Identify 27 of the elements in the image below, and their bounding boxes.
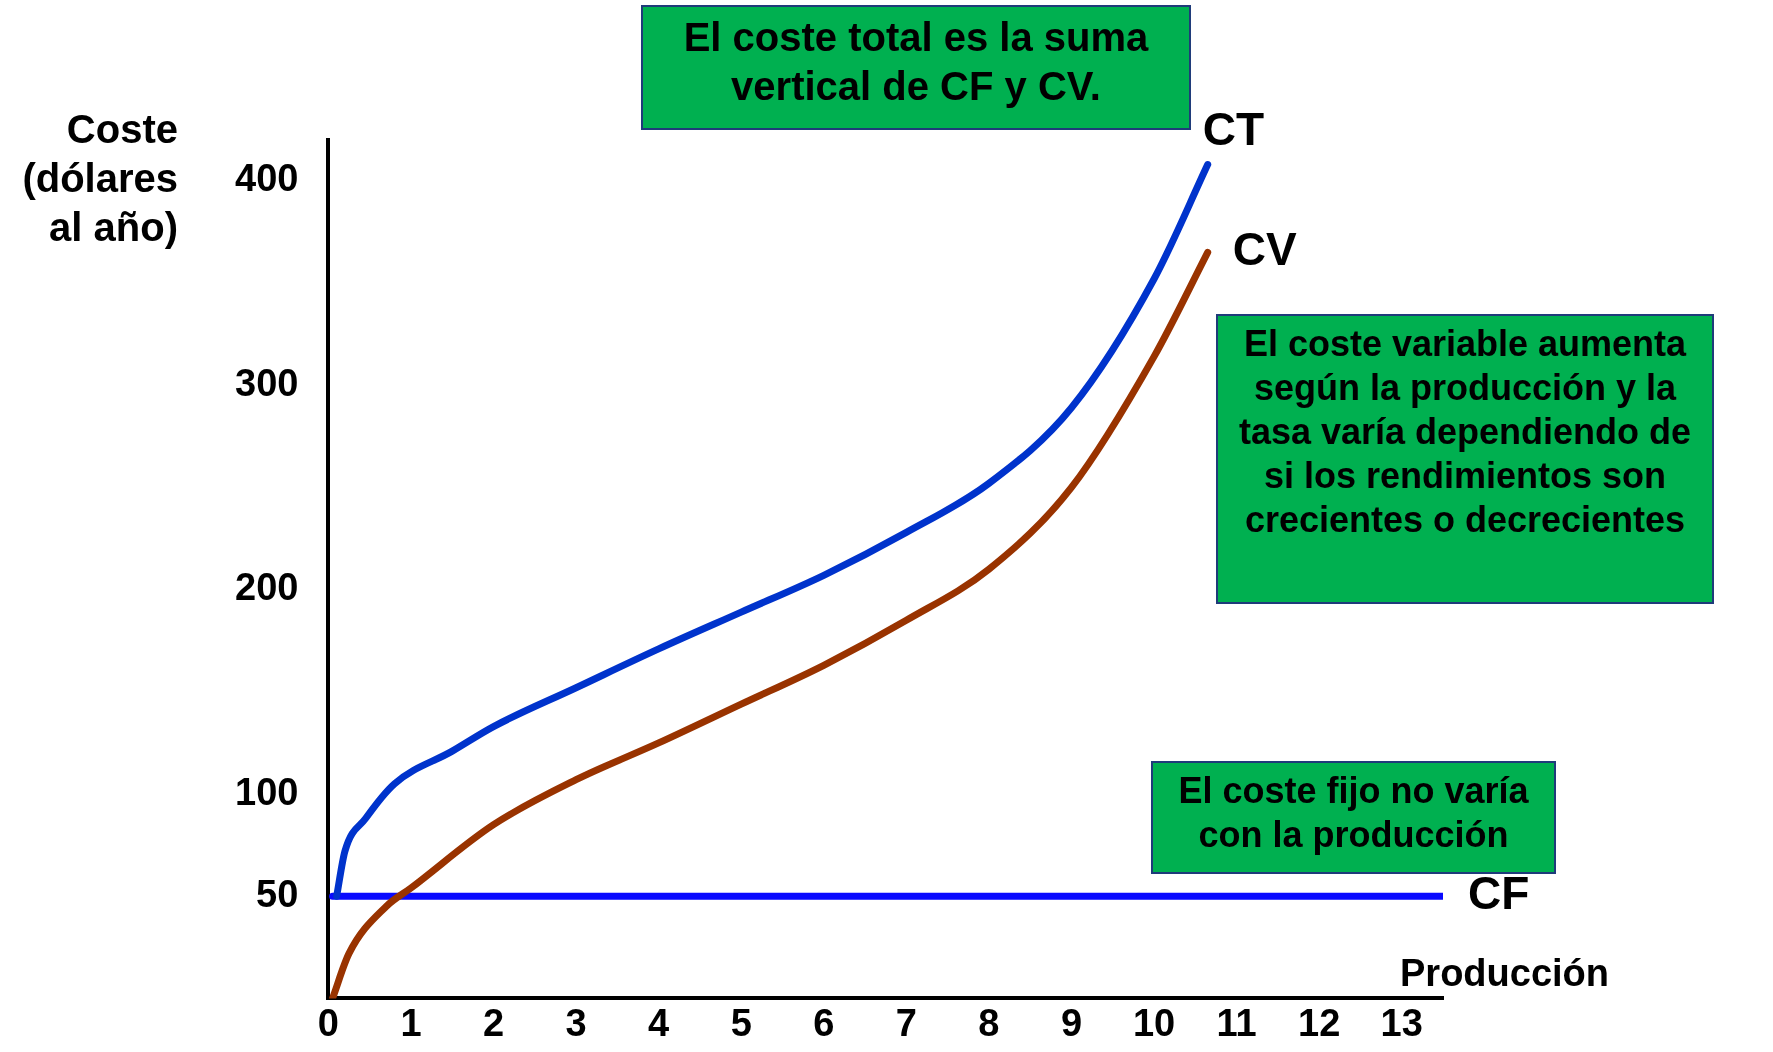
y-tick-label: 100 <box>235 770 299 813</box>
x-tick-label: 6 <box>813 1001 835 1044</box>
x-tick-label: 2 <box>482 1001 505 1044</box>
series-label: CF <box>1468 866 1530 919</box>
y-tick-label: 400 <box>235 157 299 200</box>
x-tick-label: 9 <box>1060 1001 1083 1044</box>
x-tick-label: 1 <box>400 1001 422 1044</box>
x-tick-label: 10 <box>1132 1001 1176 1044</box>
annotation: El coste fijo no varía con la producción <box>1178 770 1529 855</box>
series-label: CV <box>1232 223 1297 276</box>
x-tick-label: 8 <box>978 1001 1000 1044</box>
y-tick-label: 200 <box>235 566 299 609</box>
x-axis-title: Producción <box>1400 952 1610 995</box>
x-tick-label: 0 <box>317 1001 339 1044</box>
x-tick-label: 5 <box>730 1001 752 1044</box>
y-axis-title: Coste (dólares al año) <box>21 106 178 251</box>
text: El coste total es la suma vertical de CF y CV. <box>641 5 1191 130</box>
x-tick-label: 4 <box>648 1001 670 1044</box>
y-tick-label: 300 <box>235 361 299 404</box>
x-tick-label: 7 <box>895 1001 917 1044</box>
x-tick-label: 11 <box>1216 1001 1257 1044</box>
annotation: El coste variable aumenta según la producción y la tasa varía dependiendo de si los rendimientos son crecientes o decrecientes <box>1216 314 1714 604</box>
y-tick-label: 50 <box>256 872 299 915</box>
x-tick-label: 12 <box>1298 1001 1341 1044</box>
series-label: CT <box>1202 103 1265 156</box>
x-tick-label: 13 <box>1380 1001 1423 1044</box>
x-tick-label: 3 <box>565 1001 587 1044</box>
